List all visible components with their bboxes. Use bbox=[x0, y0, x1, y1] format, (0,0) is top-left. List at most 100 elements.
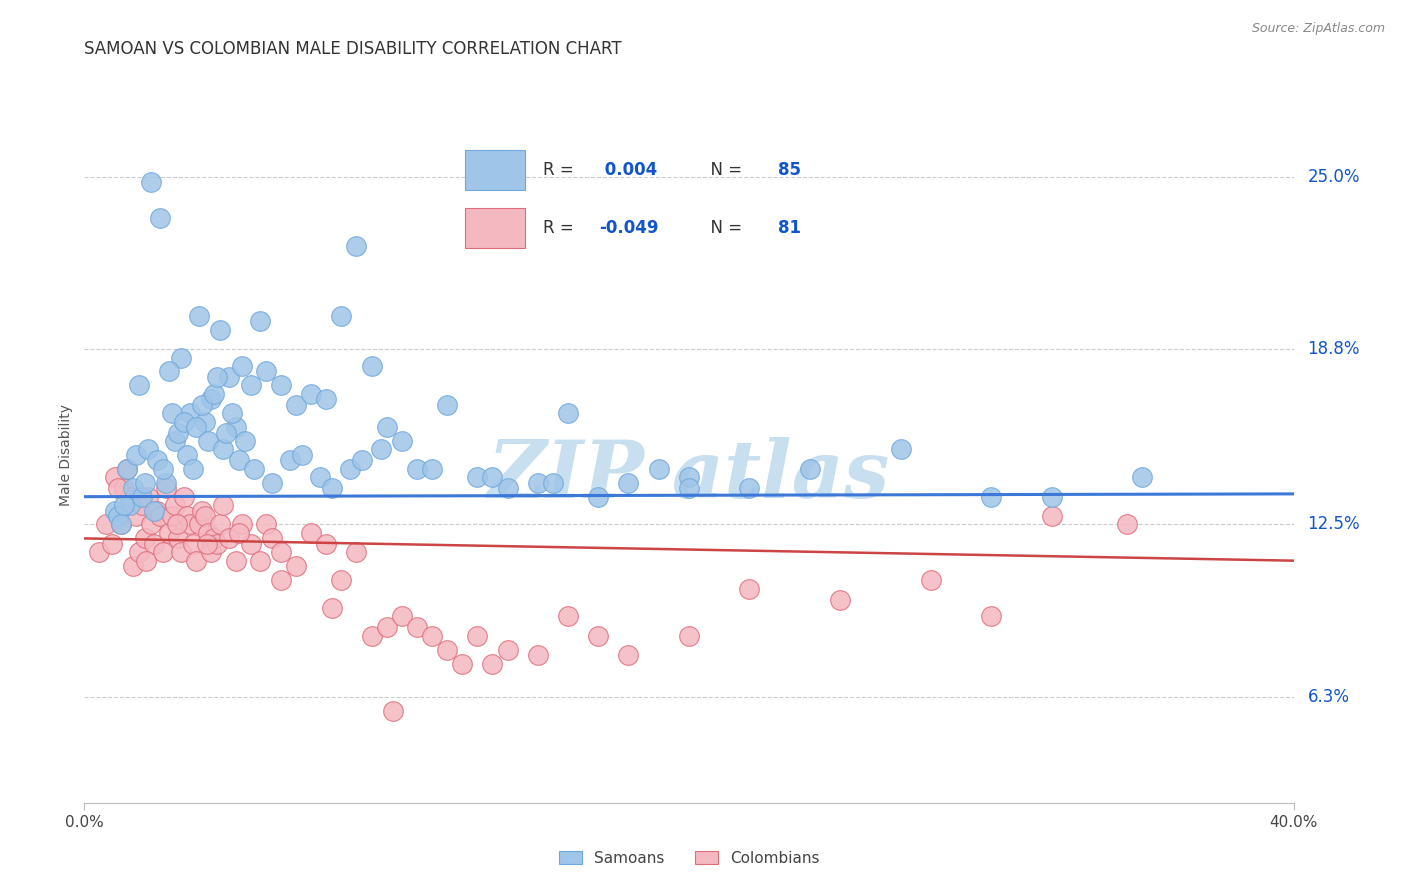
Point bbox=[360, 359, 382, 373]
Point bbox=[360, 629, 382, 643]
Point bbox=[218, 532, 240, 546]
Point bbox=[176, 509, 198, 524]
Text: 0.004: 0.004 bbox=[599, 161, 658, 179]
Point bbox=[270, 378, 292, 392]
Point bbox=[152, 462, 174, 476]
Point bbox=[436, 398, 458, 412]
Point bbox=[181, 462, 204, 476]
Point bbox=[588, 629, 610, 643]
Point bbox=[451, 657, 474, 671]
Text: N =: N = bbox=[700, 161, 747, 179]
Point bbox=[231, 359, 253, 373]
Point bbox=[330, 309, 353, 323]
Point bbox=[157, 364, 180, 378]
Point bbox=[94, 517, 117, 532]
Point bbox=[284, 398, 308, 412]
Point bbox=[197, 434, 219, 448]
Point bbox=[270, 545, 292, 559]
Point bbox=[420, 462, 443, 476]
Point bbox=[202, 386, 225, 401]
Point bbox=[179, 517, 201, 532]
Legend: Samoans, Colombians: Samoans, Colombians bbox=[553, 845, 825, 871]
Point bbox=[121, 481, 143, 495]
Point bbox=[299, 386, 322, 401]
Point bbox=[128, 545, 150, 559]
Point bbox=[160, 509, 183, 524]
Point bbox=[160, 406, 183, 420]
Point bbox=[110, 517, 132, 532]
Point bbox=[155, 475, 177, 490]
Point bbox=[136, 490, 159, 504]
Point bbox=[155, 481, 177, 495]
Point bbox=[406, 462, 429, 476]
Y-axis label: Male Disability: Male Disability bbox=[59, 404, 73, 506]
Point bbox=[391, 609, 413, 624]
Point bbox=[131, 490, 153, 504]
Point bbox=[270, 573, 292, 587]
Point bbox=[233, 434, 256, 448]
Point bbox=[115, 462, 138, 476]
Point bbox=[118, 490, 141, 504]
Text: ZIP atlas: ZIP atlas bbox=[488, 437, 890, 515]
Point bbox=[406, 620, 429, 634]
Point bbox=[118, 498, 141, 512]
Point bbox=[254, 364, 277, 378]
Point bbox=[125, 509, 148, 524]
Point bbox=[330, 573, 353, 587]
Point bbox=[139, 517, 162, 532]
Point bbox=[239, 537, 262, 551]
Point bbox=[481, 470, 503, 484]
Text: 6.3%: 6.3% bbox=[1308, 688, 1350, 706]
Point bbox=[181, 537, 204, 551]
Point bbox=[1130, 470, 1153, 484]
Point bbox=[225, 554, 247, 568]
Point bbox=[104, 470, 127, 484]
Point bbox=[165, 434, 187, 448]
Point bbox=[200, 392, 222, 407]
Text: R =: R = bbox=[543, 219, 579, 236]
Point bbox=[157, 525, 180, 540]
Point bbox=[139, 175, 162, 189]
Point bbox=[291, 448, 314, 462]
Point bbox=[228, 525, 250, 540]
Text: 18.8%: 18.8% bbox=[1308, 340, 1360, 359]
Point bbox=[107, 481, 129, 495]
Point bbox=[381, 704, 404, 718]
Point bbox=[173, 490, 195, 504]
Point bbox=[375, 620, 398, 634]
Point bbox=[170, 545, 193, 559]
Point bbox=[202, 532, 225, 546]
Point bbox=[152, 545, 174, 559]
Point bbox=[352, 453, 374, 467]
Point bbox=[1040, 490, 1063, 504]
Text: SAMOAN VS COLOMBIAN MALE DISABILITY CORRELATION CHART: SAMOAN VS COLOMBIAN MALE DISABILITY CORR… bbox=[84, 40, 621, 58]
Point bbox=[134, 532, 156, 546]
Point bbox=[209, 517, 232, 532]
Point bbox=[830, 592, 852, 607]
Point bbox=[588, 490, 610, 504]
Point bbox=[200, 545, 222, 559]
Point bbox=[188, 309, 211, 323]
Point bbox=[481, 657, 503, 671]
Text: 12.5%: 12.5% bbox=[1308, 516, 1360, 533]
Point bbox=[738, 481, 761, 495]
Text: R =: R = bbox=[543, 161, 579, 179]
Point bbox=[315, 392, 337, 407]
Point bbox=[249, 314, 271, 328]
Point bbox=[221, 406, 243, 420]
Point bbox=[142, 503, 165, 517]
Bar bbox=[464, 150, 526, 190]
Point bbox=[467, 629, 489, 643]
Point bbox=[370, 442, 392, 457]
Point bbox=[146, 503, 169, 517]
Point bbox=[678, 470, 700, 484]
Point bbox=[142, 537, 165, 551]
Point bbox=[100, 537, 122, 551]
Point bbox=[315, 537, 337, 551]
Point bbox=[135, 554, 157, 568]
Point bbox=[467, 470, 489, 484]
Point bbox=[738, 582, 761, 596]
Point bbox=[249, 554, 271, 568]
Point bbox=[980, 490, 1002, 504]
Point bbox=[391, 434, 413, 448]
